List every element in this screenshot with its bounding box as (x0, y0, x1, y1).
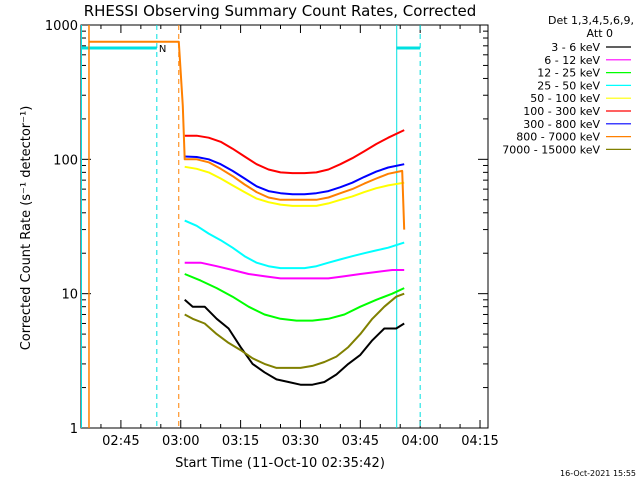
series-line-7000-15000-keV (184, 292, 405, 369)
series-line-800-7000-keV (89, 40, 406, 230)
y-tick-label: 1000 (45, 19, 78, 34)
x-tick-label: 02:45 (102, 434, 139, 449)
legend-label: 25 - 50 keV (537, 79, 600, 92)
y-tick-label: 10 (61, 288, 78, 303)
legend-header-line-2: Att 0 (587, 27, 613, 40)
flag-label: N (159, 44, 166, 55)
series-line-300-800-keV (184, 155, 405, 196)
legend-label: 100 - 300 keV (523, 105, 600, 118)
legend-label: 7000 - 15000 keV (502, 143, 600, 156)
axis-layer: 1 10 100 1000 02:45 03:00 03:15 03:30 03:45 04:00… (45, 19, 499, 449)
series-line-100-300-keV (184, 129, 405, 175)
y-tick-label: 1 (70, 422, 78, 437)
x-tick-label: 03:30 (282, 434, 319, 449)
legend-header-line-1: Det 1,3,4,5,6,9, (548, 14, 634, 27)
series-line-6-12-keV (184, 261, 405, 280)
x-tick-label: 04:15 (461, 434, 498, 449)
legend-label: 12 - 25 keV (537, 67, 600, 80)
legend-label: 300 - 800 keV (523, 118, 600, 131)
legend-label: 6 - 12 keV (544, 54, 600, 67)
x-tick-label: 03:15 (222, 434, 259, 449)
series-line-25-50-keV (184, 219, 405, 270)
series-line-50-100-keV (184, 165, 405, 207)
legend-label: 800 - 7000 keV (516, 131, 600, 144)
series-line-3-6-keV (184, 299, 405, 386)
series-layer (89, 40, 406, 386)
legend-label: 50 - 100 keV (530, 92, 600, 105)
x-tick-label: 04:00 (401, 434, 438, 449)
x-tick-label: 03:45 (342, 434, 379, 449)
legend-label: 3 - 6 keV (551, 41, 600, 54)
chart-title: RHESSI Observing Summary Count Rates, Co… (84, 2, 477, 20)
footer-timestamp: 16-Oct-2021 15:55 (560, 469, 636, 478)
x-tick-label: 03:00 (162, 434, 199, 449)
y-axis-label: Corrected Count Rate (s⁻¹ detector⁻¹) (19, 106, 34, 351)
time-markers: N (81, 25, 421, 428)
y-tick-label: 100 (53, 153, 78, 168)
x-axis-label: Start Time (11-Oct-10 02:35:42) (175, 456, 385, 471)
series-line-12-25-keV (184, 273, 405, 322)
